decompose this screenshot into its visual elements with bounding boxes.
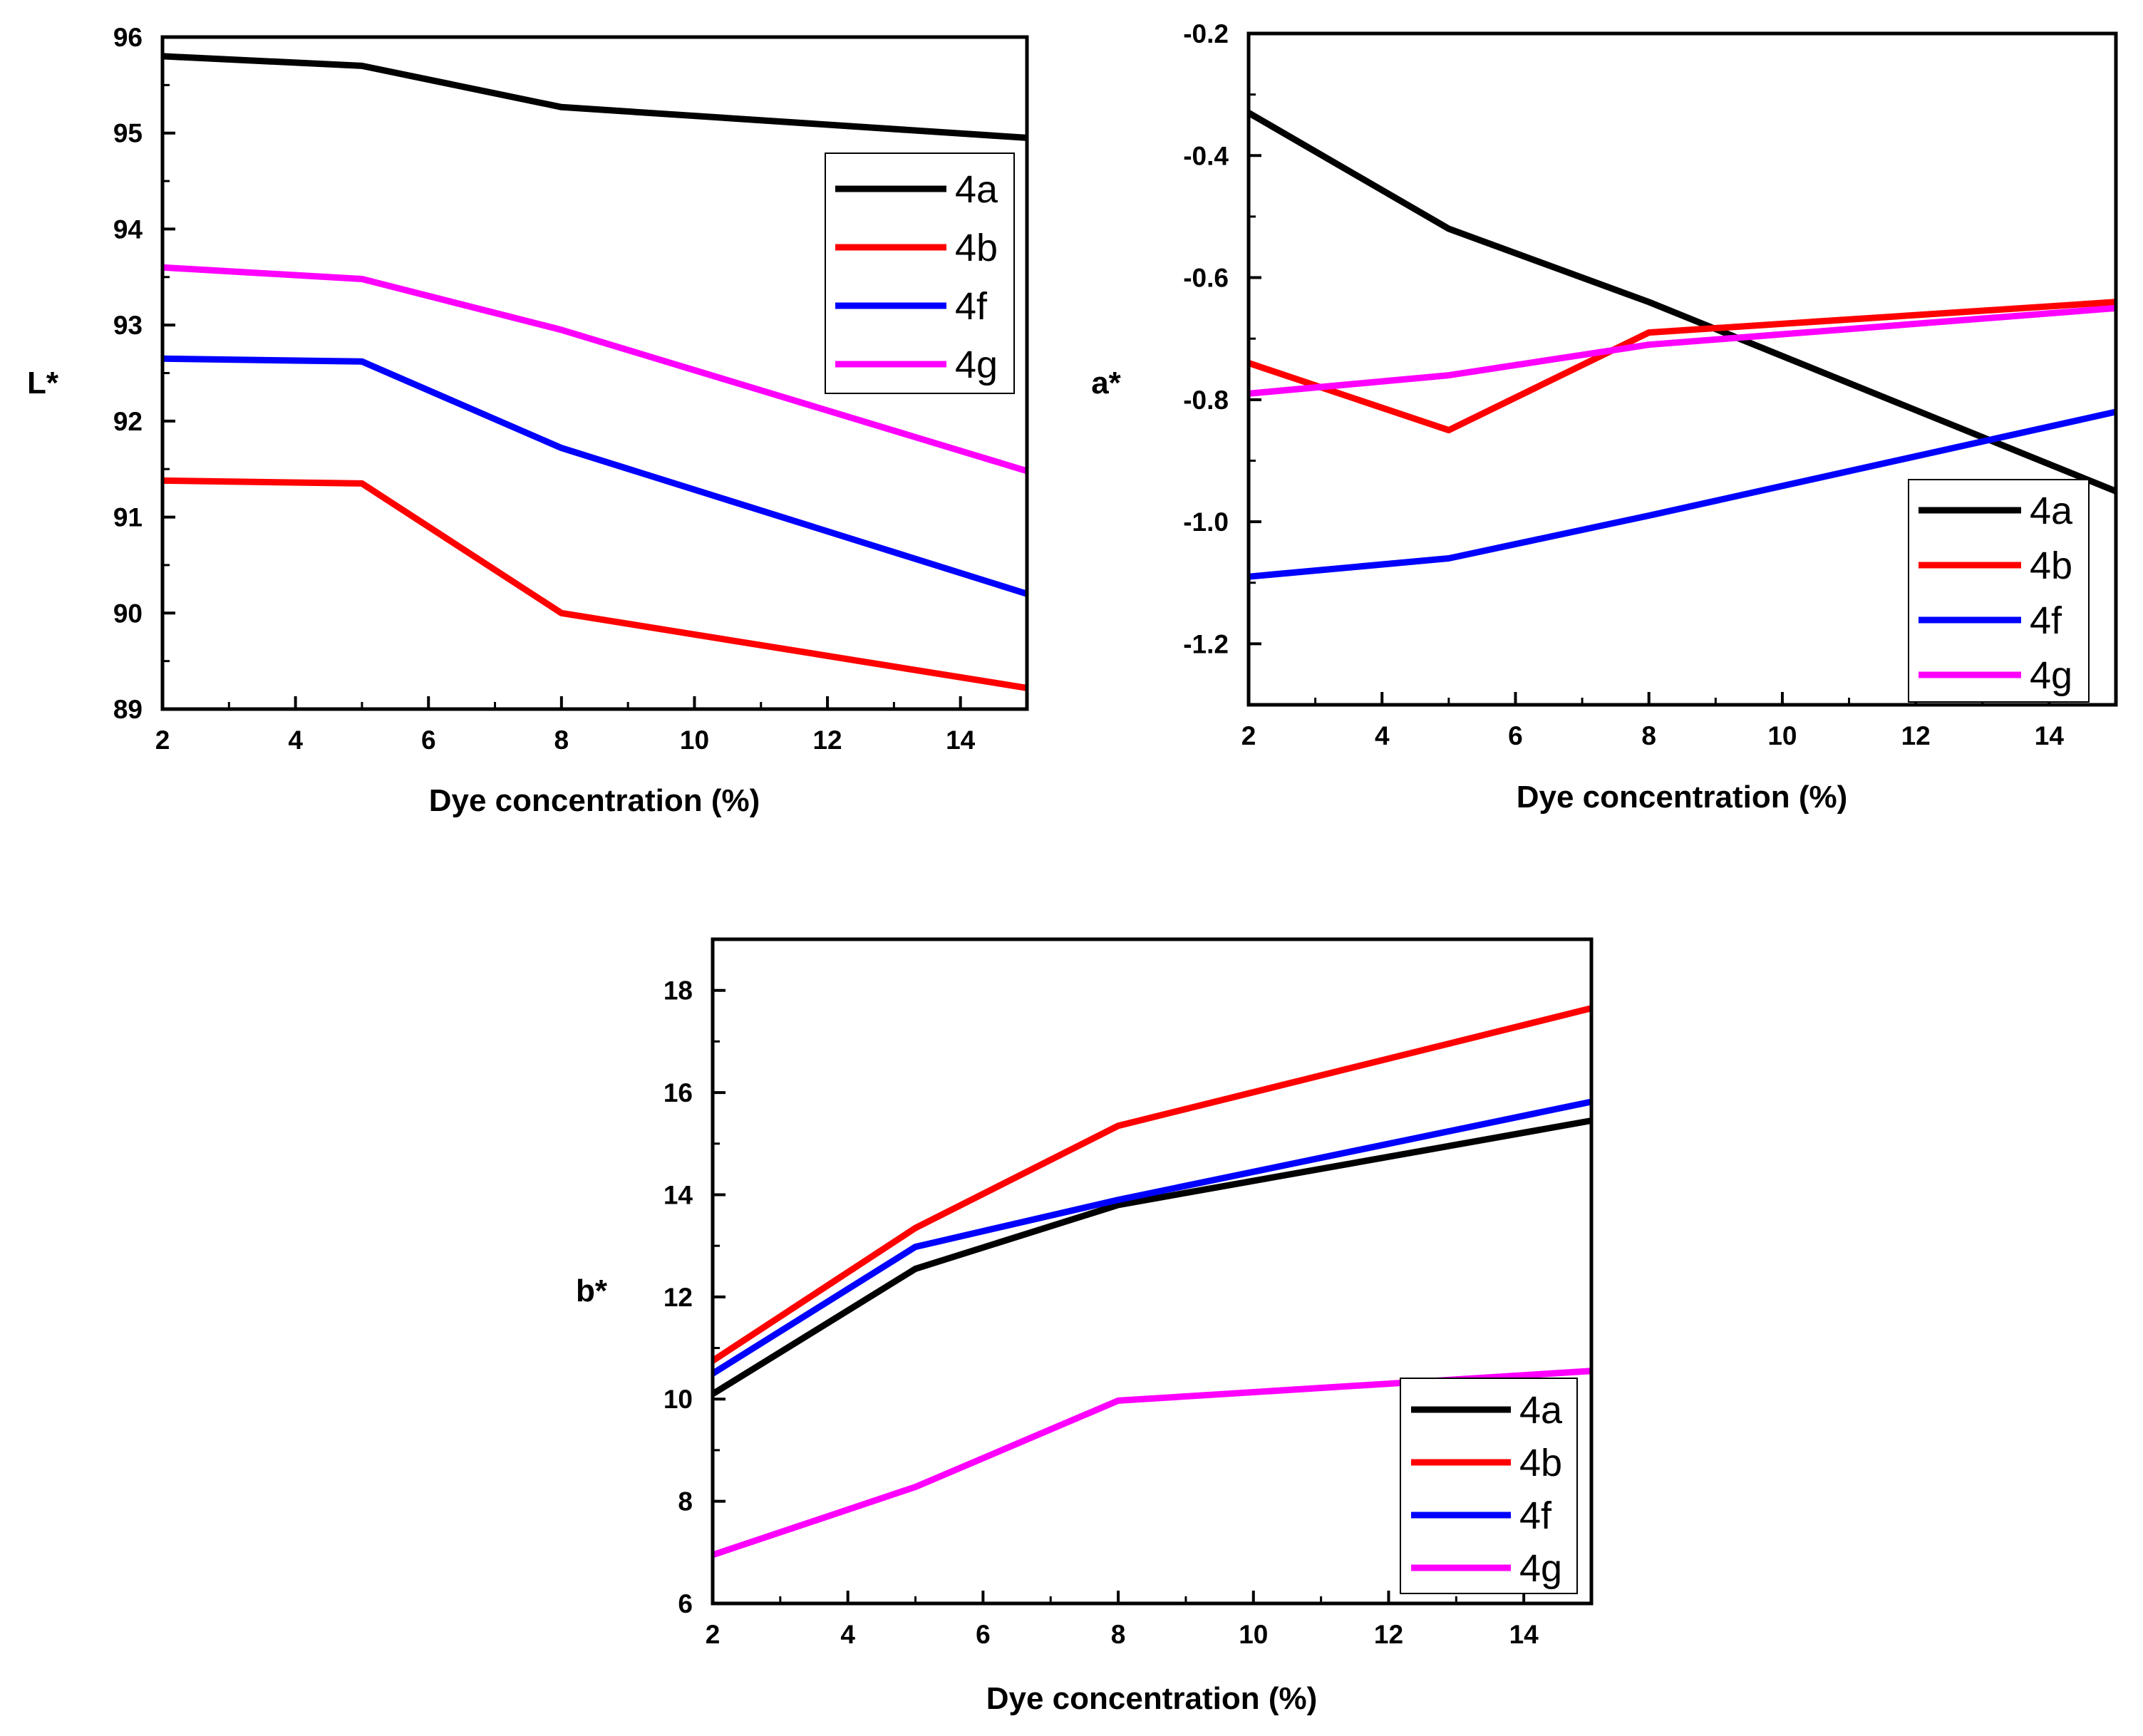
l-star-legend-label-4f: 4f	[955, 285, 988, 328]
b-star-legend-label-4b: 4b	[1519, 1442, 1562, 1484]
a-star-y-tick-label: -0.4	[1183, 141, 1229, 170]
l-star-x-tick-label: 12	[812, 725, 842, 755]
b-star-series-4f-line	[711, 1098, 1592, 1377]
l-star-tick-labels: 2 4 6 8 10 12 14 89 90 91 92 93 94 95 96	[113, 23, 976, 755]
l-star-y-tick-label: 89	[113, 695, 143, 724]
l-star-y-tick-label: 95	[113, 119, 143, 148]
b-star-series-4a-line	[711, 1117, 1592, 1397]
l-star-series-group	[162, 53, 1028, 691]
l-star-series-4b-line	[162, 477, 1028, 691]
l-star-x-tick-label: 4	[288, 725, 303, 755]
b-star-x-tick-label: 6	[976, 1620, 991, 1649]
a-star-y-tick-label: -0.6	[1183, 264, 1229, 293]
l-star-ylabel: L*	[27, 366, 59, 401]
a-star-legend-label-4a: 4a	[2030, 490, 2073, 532]
b-star-tick-labels: 2 4 6 8 10 12 14 6 8 10 12 14 16 18	[663, 976, 1539, 1649]
b-star-legend-label-4g: 4g	[1519, 1547, 1562, 1590]
l-star-x-tick-label: 8	[554, 725, 569, 755]
b-star-plot-frame	[711, 937, 1594, 1606]
l-star-xlabel: Dye concentration (%)	[429, 783, 760, 818]
l-star-plot-frame	[160, 35, 1029, 711]
chart-a-star: 2 4 6 8 10 12 14 -1.2 -1.0 -0.8 -0.6 -0.4 -0.2 a* Dy…	[1091, 19, 2118, 815]
a-star-series-4g-line	[1248, 304, 2117, 397]
a-star-y-tick-label: -0.8	[1183, 386, 1229, 415]
l-star-x-tick-label: 14	[946, 725, 976, 755]
l-star-series-4g-line	[162, 264, 1028, 475]
a-star-legend: 4a 4b 4f 4g	[1908, 479, 2090, 703]
a-star-legend-label-4f: 4f	[2030, 599, 2062, 642]
b-star-x-tick-label: 12	[1374, 1620, 1403, 1649]
b-star-x-tick-label: 10	[1239, 1620, 1268, 1649]
l-star-legend-box	[825, 153, 1015, 394]
b-star-xlabel: Dye concentration (%)	[986, 1681, 1318, 1716]
b-star-series-4g-line	[711, 1368, 1592, 1559]
l-star-y-tick-label: 90	[113, 599, 143, 628]
b-star-x-tick-label: 4	[840, 1620, 855, 1649]
b-star-y-tick-label: 8	[678, 1487, 693, 1517]
a-star-series-4b-line	[1247, 299, 2117, 434]
a-star-y-tick-label: -1.2	[1183, 629, 1229, 658]
l-star-x-tick-label: 6	[421, 725, 436, 755]
b-star-x-tick-label: 8	[1111, 1620, 1126, 1649]
l-star-y-tick-label: 93	[113, 311, 143, 340]
l-star-x-tick-label: 10	[680, 725, 709, 755]
b-star-ylabel: b*	[576, 1273, 608, 1308]
a-star-y-tick-label: -1.0	[1183, 507, 1229, 537]
b-star-legend-box	[1400, 1378, 1578, 1594]
l-star-series-4a-line	[162, 53, 1028, 141]
a-star-xlabel: Dye concentration (%)	[1517, 780, 1848, 815]
b-star-legend-label-4a: 4a	[1519, 1389, 1563, 1432]
l-star-y-tick-label: 91	[113, 503, 143, 532]
a-star-x-tick-label: 10	[1767, 721, 1797, 750]
a-star-x-tick-label: 6	[1508, 721, 1523, 750]
l-star-legend-label-4a: 4a	[955, 168, 998, 211]
a-star-x-tick-label: 8	[1641, 721, 1656, 750]
l-star-legend-label-4b: 4b	[955, 227, 998, 269]
a-star-plot-frame	[1246, 31, 2118, 707]
a-star-series-4a-line	[1246, 110, 2117, 495]
b-star-y-tick-label: 14	[663, 1180, 693, 1209]
a-star-legend-label-4b: 4b	[2030, 544, 2072, 587]
a-star-y-tick-label: -0.2	[1183, 19, 1229, 48]
a-star-x-tick-label: 2	[1241, 721, 1256, 750]
b-star-y-tick-label: 18	[663, 976, 693, 1006]
a-star-x-tick-label: 14	[2035, 721, 2065, 750]
b-star-y-tick-label: 16	[663, 1078, 693, 1107]
l-star-y-tick-label: 94	[113, 215, 143, 244]
l-star-y-tick-label: 96	[113, 23, 143, 52]
l-star-y-tick-label: 92	[113, 407, 143, 436]
a-star-legend-label-4g: 4g	[2030, 654, 2072, 697]
l-star-legend: 4a 4b 4f 4g	[825, 153, 1015, 394]
chart-b-star: 2 4 6 8 10 12 14 6 8 10 12 14 16 18 b* Dye concentrat…	[576, 937, 1594, 1716]
b-star-series-group	[711, 1005, 1593, 1559]
l-star-series-4f-line	[162, 355, 1028, 597]
a-star-tick-labels: 2 4 6 8 10 12 14 -1.2 -1.0 -0.8 -0.6 -0.4 -0.2	[1183, 19, 2064, 750]
a-star-legend-box	[1908, 479, 2090, 703]
a-star-x-tick-label: 4	[1375, 721, 1390, 750]
b-star-x-tick-label: 14	[1509, 1620, 1539, 1649]
a-star-series-4f-line	[1248, 408, 2117, 580]
b-star-legend: 4a 4b 4f 4g	[1400, 1378, 1578, 1594]
b-star-x-tick-label: 2	[706, 1620, 721, 1649]
l-star-x-tick-label: 2	[155, 725, 170, 755]
a-star-ylabel: a*	[1091, 366, 1121, 401]
chart-l-star: 2 4 6 8 10 12 14 89 90 91 92 93 94 95 96 L* Dye concen…	[27, 23, 1029, 818]
b-star-series-4b-line	[711, 1005, 1593, 1364]
b-star-legend-label-4f: 4f	[1519, 1494, 1552, 1537]
b-star-y-tick-label: 10	[663, 1385, 693, 1414]
b-star-y-tick-label: 6	[678, 1589, 693, 1618]
b-star-y-tick-label: 12	[663, 1283, 693, 1312]
a-star-series-group	[1246, 110, 2117, 580]
a-star-x-tick-label: 12	[1901, 721, 1931, 750]
l-star-legend-label-4g: 4g	[955, 343, 998, 386]
